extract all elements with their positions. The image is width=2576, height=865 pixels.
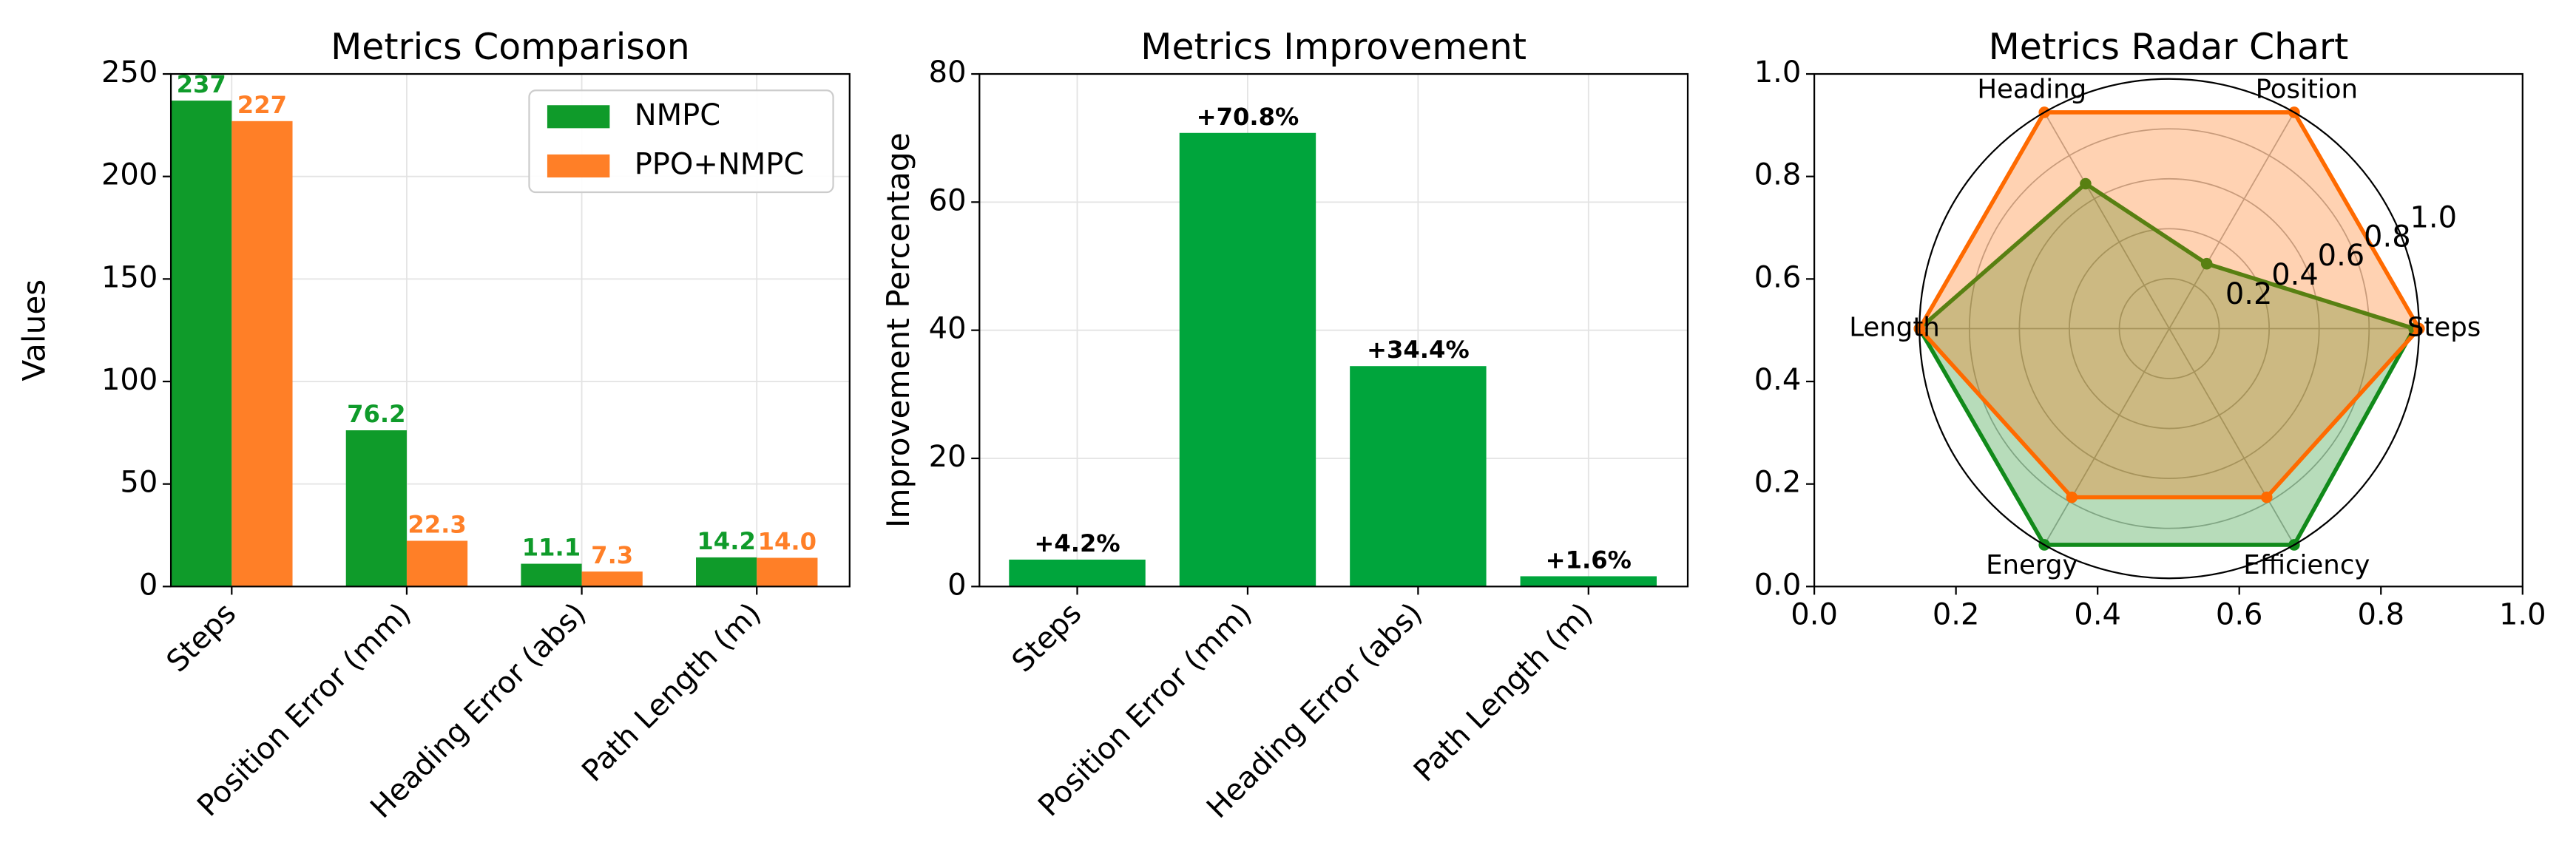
y-tick-label: 0.0 bbox=[1754, 568, 1802, 602]
radar-point bbox=[2200, 257, 2213, 270]
category-label: Length bbox=[1849, 312, 1940, 342]
y-tick-label: 60 bbox=[929, 183, 967, 217]
x-tick-label: 1.0 bbox=[2499, 597, 2546, 631]
legend-swatch bbox=[547, 105, 610, 129]
legend-swatch bbox=[547, 154, 610, 178]
axes-frame bbox=[978, 72, 1689, 588]
y-tick-label: 40 bbox=[929, 312, 967, 346]
category-label: Steps bbox=[2407, 312, 2481, 342]
spoke bbox=[2043, 328, 2170, 546]
spoke bbox=[2168, 112, 2295, 329]
y-tick-label: 0.6 bbox=[1754, 260, 1802, 294]
x-tick-label: 0.8 bbox=[2357, 597, 2404, 631]
bar bbox=[1009, 559, 1146, 587]
chart-title: Metrics Improvement bbox=[1140, 26, 1527, 68]
value-label: +70.8% bbox=[1197, 103, 1299, 131]
y-tick-label: 200 bbox=[101, 158, 158, 192]
y-axis-label: Values bbox=[16, 279, 52, 381]
chart-title: Metrics Comparison bbox=[331, 26, 690, 68]
value-label: 227 bbox=[237, 91, 287, 119]
y-tick-label: 0.4 bbox=[1754, 363, 1802, 397]
value-label: 14.2 bbox=[697, 527, 755, 555]
x-tick-label: 0.4 bbox=[2074, 597, 2121, 631]
spoke bbox=[2168, 328, 2295, 546]
y-tick-label: 0 bbox=[947, 568, 966, 602]
spoke bbox=[2043, 112, 2170, 329]
bar bbox=[1520, 576, 1657, 587]
radial-tick-label: 0.4 bbox=[2271, 258, 2319, 292]
value-label: +34.4% bbox=[1367, 336, 1470, 364]
radar-point bbox=[2260, 491, 2273, 503]
x-tick-label: 0.0 bbox=[1791, 597, 1838, 631]
value-label: +4.2% bbox=[1034, 529, 1120, 557]
x-tick-label: 0.6 bbox=[2216, 597, 2263, 631]
value-label: 14.0 bbox=[758, 527, 817, 555]
value-label: 7.3 bbox=[591, 541, 633, 569]
y-tick-label: 1.0 bbox=[1754, 55, 1802, 89]
bar bbox=[1179, 132, 1316, 587]
radial-tick-label: 0.6 bbox=[2318, 239, 2365, 273]
y-tick-label: 20 bbox=[929, 440, 967, 474]
category-label: Heading bbox=[1977, 75, 2086, 105]
bar bbox=[696, 557, 757, 587]
category-label: Energy bbox=[1986, 550, 2078, 580]
radar-point bbox=[2080, 177, 2092, 190]
value-label: +1.6% bbox=[1546, 546, 1632, 574]
chart-title: Metrics Radar Chart bbox=[1989, 26, 2349, 68]
bar bbox=[231, 121, 293, 587]
y-tick-label: 0.2 bbox=[1754, 466, 1802, 500]
y-tick-label: 250 bbox=[101, 55, 158, 89]
bar bbox=[1350, 366, 1487, 587]
radial-tick-label: 1.0 bbox=[2410, 201, 2457, 235]
radial-tick-label: 0.8 bbox=[2364, 220, 2411, 254]
y-axis-label: Improvement Percentage bbox=[880, 132, 916, 528]
axes-frame bbox=[1813, 72, 2523, 588]
x-tick-label: 0.2 bbox=[1933, 597, 1980, 631]
y-tick-label: 50 bbox=[120, 466, 158, 500]
bar bbox=[757, 557, 818, 587]
category-label: Efficiency bbox=[2243, 550, 2370, 580]
legend-label: PPO+NMPC bbox=[635, 147, 805, 181]
category-label: Position bbox=[2256, 75, 2358, 105]
bar bbox=[171, 101, 232, 587]
value-label: 237 bbox=[177, 70, 226, 98]
value-label: 11.1 bbox=[522, 534, 581, 562]
bar bbox=[345, 430, 407, 587]
polar-frame bbox=[1919, 78, 2420, 580]
radial-tick-label: 0.2 bbox=[2225, 277, 2273, 311]
legend-label: NMPC bbox=[635, 98, 720, 132]
bar bbox=[406, 540, 468, 587]
value-label: 22.3 bbox=[408, 510, 466, 538]
y-tick-label: 150 bbox=[101, 260, 158, 294]
axes-frame bbox=[169, 72, 851, 588]
bar bbox=[521, 563, 582, 587]
y-tick-label: 80 bbox=[929, 55, 967, 89]
bar bbox=[581, 571, 643, 587]
y-tick-label: 0.8 bbox=[1754, 158, 1802, 192]
value-label: 76.2 bbox=[347, 400, 405, 428]
radar-point bbox=[2066, 491, 2078, 503]
y-tick-label: 0 bbox=[139, 568, 158, 602]
y-tick-label: 100 bbox=[101, 363, 158, 397]
